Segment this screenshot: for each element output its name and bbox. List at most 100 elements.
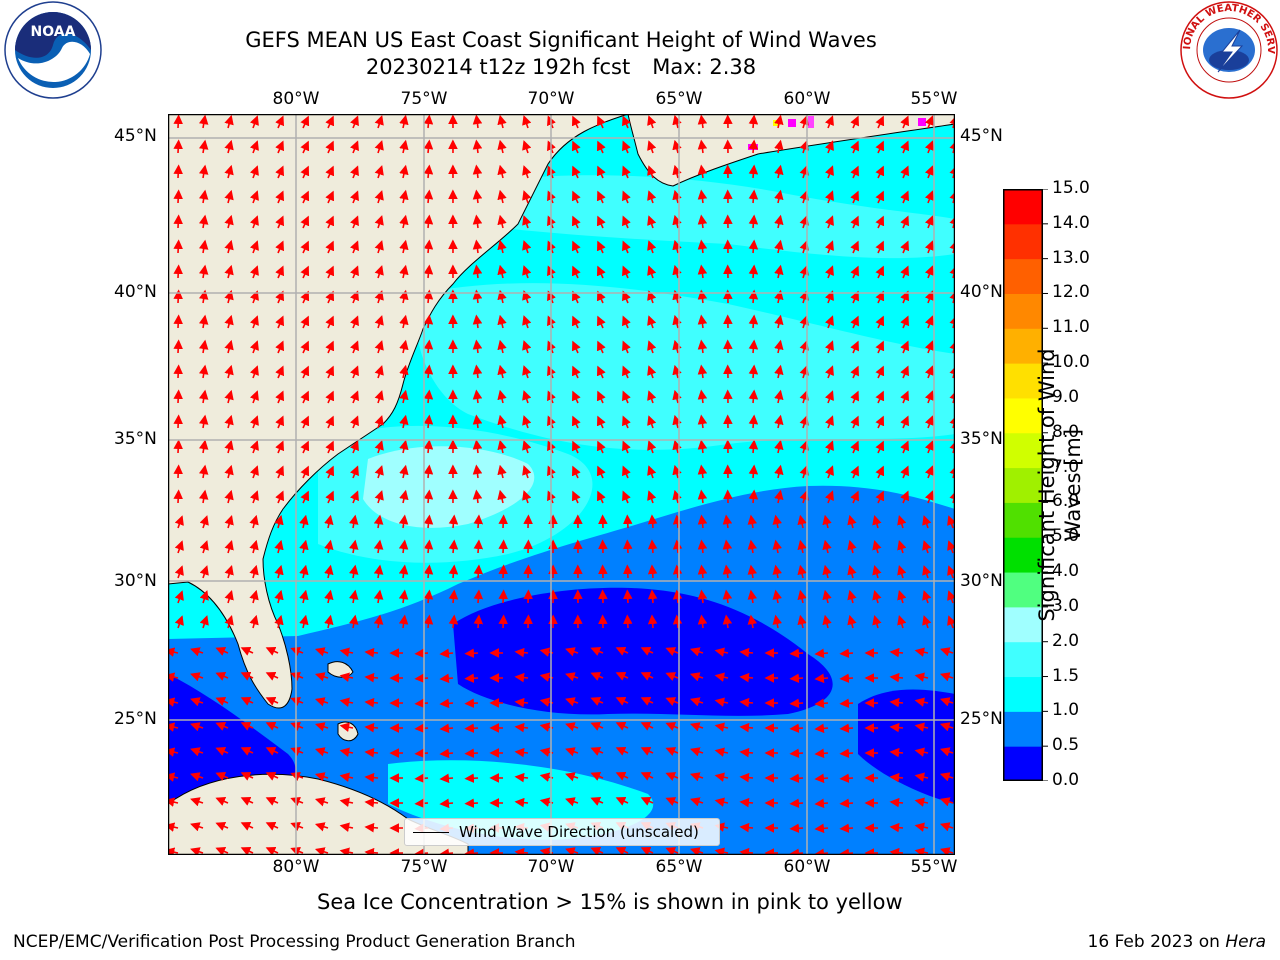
wave-direction-arrow <box>665 722 679 731</box>
wave-direction-arrow <box>198 439 209 454</box>
wave-direction-arrow <box>640 721 654 731</box>
wave-direction-arrow <box>939 772 954 782</box>
wave-direction-arrow <box>399 339 409 354</box>
wave-direction-arrow <box>799 315 809 329</box>
wave-direction-arrow <box>275 140 284 154</box>
wave-direction-arrow <box>571 115 581 129</box>
wave-direction-arrow <box>275 340 284 354</box>
wave-direction-arrow <box>472 364 483 379</box>
wave-direction-arrow <box>875 415 885 429</box>
wave-direction-arrow <box>789 848 804 855</box>
wave-direction-arrow <box>498 564 508 579</box>
wave-direction-arrow <box>672 364 682 379</box>
wave-direction-arrow <box>522 190 532 204</box>
wave-direction-arrow <box>399 189 409 204</box>
wave-direction-arrow <box>473 564 484 579</box>
land-maritimes <box>627 114 955 187</box>
wave-direction-arrow <box>850 190 859 204</box>
wave-direction-arrow <box>714 797 729 807</box>
wave-direction-arrow <box>275 265 284 279</box>
wave-direction-arrow <box>300 315 310 329</box>
wave-direction-arrow <box>672 339 682 354</box>
wave-direction-arrow <box>374 165 384 179</box>
wave-direction-arrow <box>439 648 454 659</box>
wave-direction-arrow <box>939 822 954 832</box>
wave-direction-arrow <box>448 539 459 554</box>
wave-direction-arrow <box>872 514 882 529</box>
colorbar-segment <box>1004 223 1042 260</box>
wave-direction-arrow <box>672 389 682 404</box>
wave-direction-arrow <box>275 390 284 404</box>
wave-direction-arrow <box>215 772 229 781</box>
wave-direction-arrow <box>622 440 631 454</box>
wave-direction-arrow <box>374 415 384 429</box>
wave-direction-arrow <box>350 465 359 479</box>
wave-direction-arrow <box>224 389 234 404</box>
wave-direction-arrow <box>198 139 209 154</box>
wave-direction-arrow <box>822 514 832 529</box>
wave-direction-arrow <box>714 772 729 782</box>
wave-direction-arrow <box>875 265 885 279</box>
wave-direction-arrow <box>714 647 729 657</box>
wave-direction-arrow <box>198 389 209 404</box>
wave-direction-arrow <box>497 314 507 329</box>
wave-direction-arrow <box>249 215 259 229</box>
wave-direction-arrow <box>774 414 784 429</box>
wave-direction-arrow <box>240 796 254 806</box>
wave-direction-arrow <box>249 340 259 354</box>
sea-ice-marker <box>808 116 814 128</box>
wave-direction-arrow <box>350 240 359 254</box>
wave-direction-arrow <box>697 239 708 254</box>
wave-direction-arrow <box>374 240 384 254</box>
wave-direction-arrow <box>914 722 929 732</box>
wave-direction-arrow <box>647 589 658 604</box>
wave-direction-arrow <box>774 264 784 279</box>
wave-direction-arrow <box>224 414 234 429</box>
colorbar-segment <box>1004 537 1042 573</box>
wave-direction-arrow <box>665 647 679 656</box>
wave-direction-arrow <box>647 539 658 554</box>
noaa-logo: NOAA <box>2 0 104 104</box>
wave-direction-arrow <box>249 115 259 129</box>
wave-direction-arrow <box>748 389 759 404</box>
wave-direction-arrow <box>414 698 429 709</box>
wave-direction-arrow <box>947 590 955 604</box>
wave-direction-arrow <box>672 564 683 579</box>
sea-ice-caption: Sea Ice Concentration > 15% is shown in … <box>317 890 903 914</box>
wave-direction-arrow <box>399 489 409 504</box>
wave-direction-arrow <box>596 490 606 504</box>
wave-direction-arrow <box>325 315 335 329</box>
wave-direction-arrow <box>325 390 335 404</box>
wave-direction-arrow <box>697 164 708 179</box>
wave-direction-arrow <box>825 265 834 279</box>
wave-direction-arrow <box>622 290 631 304</box>
wave-direction-arrow <box>224 339 234 354</box>
wave-direction-arrow <box>596 465 606 479</box>
wave-direction-arrow <box>714 747 729 757</box>
wave-direction-arrow <box>423 139 434 154</box>
wave-direction-arrow <box>897 614 907 629</box>
lat-label-left: 45°N <box>114 126 157 146</box>
wave-direction-arrow <box>399 464 409 479</box>
wave-direction-arrow <box>596 440 606 454</box>
wave-direction-arrow <box>339 847 354 855</box>
wave-direction-arrow <box>314 697 329 707</box>
wave-direction-arrow <box>472 489 483 504</box>
wave-direction-arrow <box>939 847 954 855</box>
wave-direction-arrow <box>174 540 184 554</box>
wave-direction-arrow <box>789 773 804 784</box>
wave-direction-arrow <box>922 565 932 579</box>
wave-direction-arrow <box>198 314 209 329</box>
wave-direction-arrow <box>640 796 654 806</box>
wave-direction-arrow <box>697 214 708 229</box>
wave-direction-arrow <box>822 614 832 629</box>
footer-producer: NCEP/EMC/Verification Post Processing Pr… <box>13 932 576 952</box>
wave-direction-arrow <box>647 514 658 529</box>
wave-direction-arrow <box>850 115 859 129</box>
wave-direction-arrow <box>571 365 581 379</box>
wave-direction-arrow <box>472 214 483 229</box>
wave-direction-arrow <box>739 772 754 783</box>
footer-machine: Hera <box>1225 932 1266 952</box>
wave-direction-arrow <box>249 539 259 554</box>
wave-direction-arrow <box>414 723 429 734</box>
